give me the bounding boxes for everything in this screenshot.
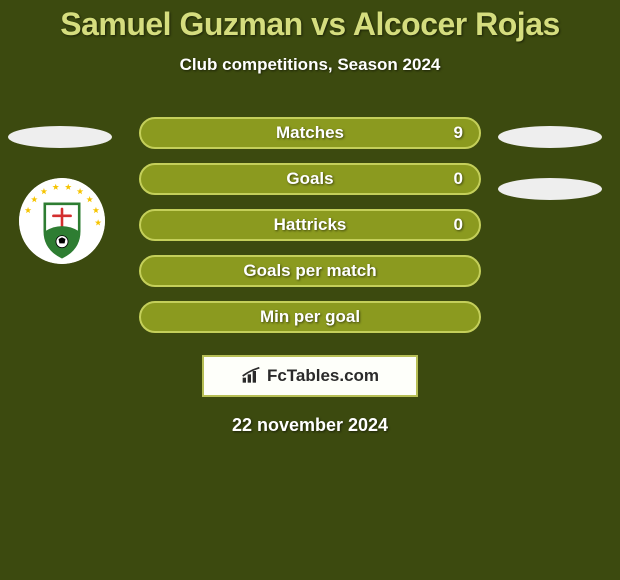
player-left-placeholder bbox=[8, 126, 112, 148]
player-right-placeholder-2 bbox=[498, 178, 602, 200]
stat-row: Min per goal bbox=[139, 301, 481, 333]
stat-label: Hattricks bbox=[274, 215, 347, 235]
bar-chart-icon bbox=[241, 367, 261, 385]
footer-date: 22 november 2024 bbox=[0, 415, 620, 436]
player-right-placeholder-1 bbox=[498, 126, 602, 148]
stat-label: Goals per match bbox=[243, 261, 376, 281]
footer-brand[interactable]: FcTables.com bbox=[202, 355, 418, 397]
stat-row: Goals per match bbox=[139, 255, 481, 287]
stat-value: 9 bbox=[454, 123, 463, 143]
stat-row: Hattricks 0 bbox=[139, 209, 481, 241]
footer-brand-text: FcTables.com bbox=[267, 366, 379, 386]
page-title: Samuel Guzman vs Alcocer Rojas bbox=[0, 0, 620, 43]
stat-label: Goals bbox=[286, 169, 333, 189]
stat-value: 0 bbox=[454, 215, 463, 235]
club-badge bbox=[19, 178, 105, 264]
stat-row: Goals 0 bbox=[139, 163, 481, 195]
stat-row: Matches 9 bbox=[139, 117, 481, 149]
stat-label: Matches bbox=[276, 123, 344, 143]
club-badge-icon bbox=[19, 178, 105, 264]
stat-value: 0 bbox=[454, 169, 463, 189]
stat-rows: Matches 9 Goals 0 Hattricks 0 Goals per match M… bbox=[139, 117, 481, 333]
stat-label: Min per goal bbox=[260, 307, 360, 327]
subtitle: Club competitions, Season 2024 bbox=[0, 55, 620, 75]
